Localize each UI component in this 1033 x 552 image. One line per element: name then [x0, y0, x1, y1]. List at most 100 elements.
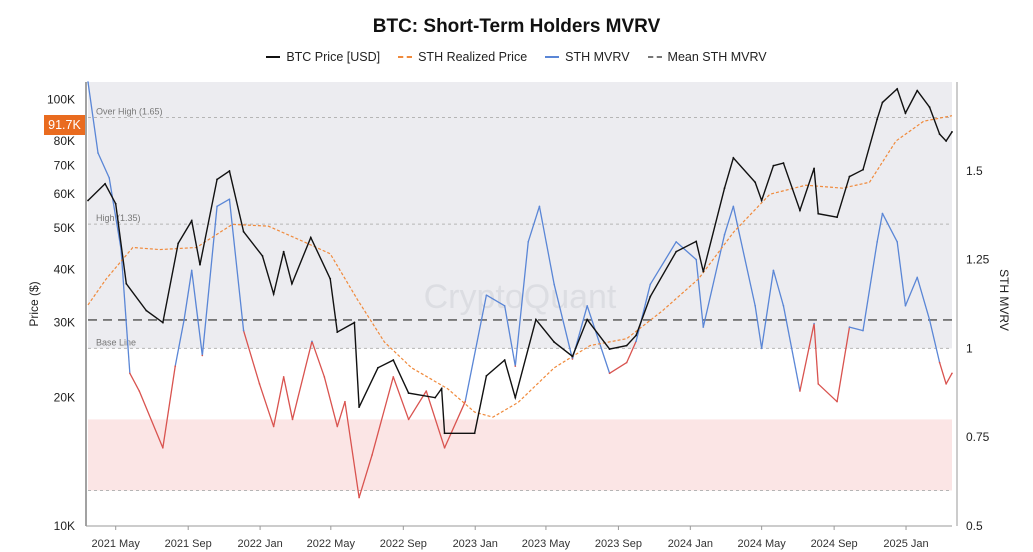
sth-mvrv-segment [862, 241, 878, 331]
y-left-tick-label: 20K [54, 391, 75, 405]
btc-price-point [817, 212, 820, 215]
sth-mvrv-segment [609, 362, 628, 374]
btc-price-point [392, 359, 395, 361]
sth-mvrv-point [323, 376, 326, 378]
sth-mvrv-point [183, 319, 185, 321]
btc-price-point [760, 199, 763, 202]
sth-mvrv-segment [782, 305, 801, 392]
btc-price-point [261, 255, 264, 257]
sth-mvrv-segment [904, 277, 918, 307]
sth-mvrv-point [358, 496, 360, 499]
sth-mvrv-segment [896, 241, 907, 306]
sth-mvrv-point [608, 372, 611, 375]
sth-mvrv-segment [120, 248, 131, 374]
sth-mvrv-point [138, 390, 141, 392]
sth-mvrv-segment [371, 376, 394, 456]
sth-mvrv-point [782, 304, 785, 307]
btc-price-point [503, 359, 506, 361]
sth-mvrv-segment [108, 177, 122, 250]
x-tick-label: 2022 Jan [237, 538, 282, 550]
y-left-tick-label: 30K [54, 316, 75, 330]
sth-mvrv-point [485, 294, 488, 296]
sth-mvrv-segment [87, 81, 99, 154]
sth-mvrv-point [586, 304, 588, 307]
legend-item[interactable]: STH MVRV [545, 50, 630, 64]
btc-price-point [216, 178, 218, 181]
y-right-axis-title: STH MVRV [997, 269, 1011, 331]
sth-mvrv-segment [174, 319, 185, 367]
btc-price-point [608, 348, 611, 350]
x-tick-label: 2023 Jan [453, 538, 498, 550]
sth-mvrv-segment [916, 277, 931, 321]
y-left-tick-label: 40K [54, 262, 75, 276]
y-right-tick-label: 0.5 [966, 519, 983, 533]
reference-line-label: Over High (1.65) [96, 107, 163, 117]
btc-price-point [695, 240, 698, 243]
sth-mvrv-point [754, 304, 756, 307]
sth-mvrv-segment [881, 213, 898, 243]
legend-item[interactable]: STH Realized Price [398, 50, 527, 64]
btc-price-point [443, 432, 446, 435]
sth-mvrv-point [904, 304, 907, 307]
sth-mvrv-segment [273, 376, 285, 427]
btc-price-point [876, 118, 879, 121]
legend-swatch [647, 56, 662, 58]
sth-mvrv-point [881, 212, 884, 215]
sth-mvrv-point [635, 340, 637, 343]
btc-price-point [848, 175, 851, 178]
sth-mvrv-point [538, 205, 541, 208]
btc-price-point [813, 167, 815, 170]
sth-mvrv-segment [344, 401, 360, 498]
btc-price-point [836, 216, 838, 219]
sth-mvrv-point [527, 241, 530, 243]
btc-price-point [407, 392, 410, 394]
sth-mvrv-segment [336, 401, 346, 427]
watermark: CryptoQuant [424, 278, 617, 316]
sth-mvrv-segment [760, 270, 775, 349]
sth-mvrv-segment [191, 270, 203, 356]
sth-mvrv-point [625, 361, 628, 364]
sth-mvrv-segment [425, 390, 446, 449]
sth-mvrv-point [702, 326, 705, 328]
btc-price-point [754, 181, 757, 184]
btc-price-point [553, 341, 556, 343]
btc-price-point [440, 387, 443, 390]
btc-price-point [862, 168, 864, 171]
sth-mvrv-segment [323, 376, 338, 427]
sth-mvrv-point [242, 329, 245, 332]
chart-title: BTC: Short-Term Holders MVRV [372, 16, 661, 37]
btc-price-point [916, 89, 919, 92]
sth-mvrv-point [282, 376, 285, 378]
btc-price-point [336, 331, 339, 333]
legend-item[interactable]: Mean STH MVRV [647, 50, 767, 64]
x-tick-label: 2022 May [307, 538, 356, 550]
btc-price-point [945, 140, 948, 142]
btc-price-point [434, 396, 437, 399]
sth-mvrv-point [951, 372, 953, 375]
sth-mvrv-point [675, 241, 677, 243]
y-left-axis-title: Price ($) [27, 281, 41, 326]
legend-item[interactable]: BTC Price [USD] [266, 50, 380, 64]
reference-line-label: Base Line [96, 337, 136, 347]
sth-mvrv-point [336, 425, 339, 428]
sth-mvrv-point [813, 322, 815, 325]
btc-price-point [353, 321, 356, 324]
sth-mvrv-point [760, 347, 763, 350]
sth-mvrv-segment [201, 206, 218, 356]
btc-price-point [625, 344, 628, 347]
sth-mvrv-point [896, 241, 898, 243]
y-left-tick-label: 100K [47, 93, 75, 107]
btc-price-point [675, 250, 678, 253]
btc-price-point [896, 87, 899, 90]
btc-price-point [242, 230, 245, 233]
sth-mvrv-segment [527, 206, 541, 243]
btc-price-point [228, 170, 231, 172]
sth-mvrv-point [344, 400, 346, 403]
btc-price-point [635, 334, 638, 337]
y-right-tick-label: 1 [966, 341, 973, 355]
sth-mvrv-segment [695, 259, 704, 328]
x-tick-label: 2021 May [92, 538, 141, 550]
sth-mvrv-segment [216, 198, 230, 207]
sth-mvrv-point [464, 400, 466, 403]
